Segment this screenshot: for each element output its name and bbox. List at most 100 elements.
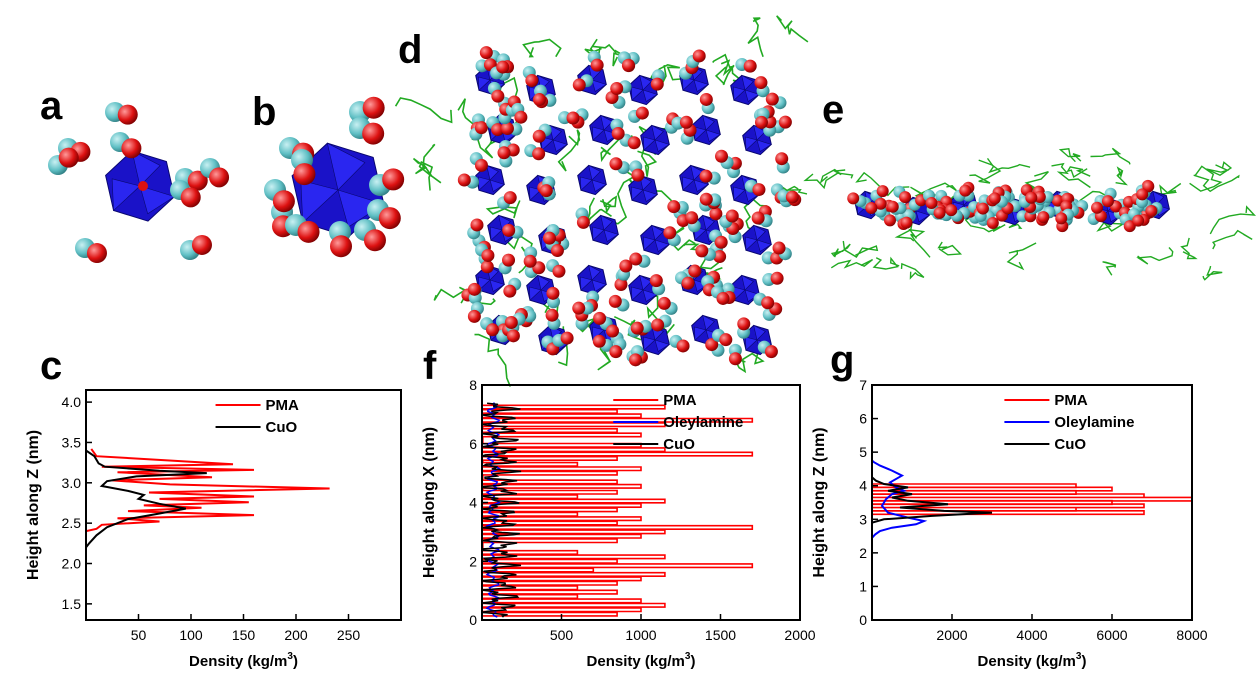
ligand-chain — [1090, 147, 1131, 165]
o-atom — [272, 190, 295, 213]
x-tick-label: 200 — [284, 627, 308, 643]
o-atom — [560, 331, 574, 345]
o-atom — [572, 301, 586, 315]
o-atom — [743, 59, 757, 73]
series-pma-line — [872, 483, 1192, 516]
o-atom — [523, 254, 537, 268]
polyhedron-face — [489, 179, 506, 193]
o-atom — [737, 317, 751, 331]
ligand-chain — [986, 157, 1031, 174]
panel-label-f: f — [423, 344, 437, 388]
o-atom — [778, 115, 792, 129]
o-atom — [1101, 195, 1114, 208]
o-atom — [650, 77, 664, 91]
polyhedron-face — [139, 185, 176, 215]
o-atom — [933, 206, 946, 219]
o-atom — [1136, 188, 1149, 201]
x-tick-label: 8000 — [1176, 627, 1207, 643]
o-atom — [785, 190, 799, 204]
x-tick-label: 1500 — [705, 627, 736, 643]
o-atom — [714, 235, 728, 249]
o-atom — [619, 259, 633, 273]
o-atom — [847, 192, 860, 205]
polyhedron-face — [603, 129, 620, 143]
y-axis-label: Height along Z (nm) — [811, 427, 828, 577]
o-atom — [1037, 211, 1050, 224]
ligand-chain — [584, 197, 612, 226]
polyhedron-face — [744, 89, 761, 103]
o-atom — [474, 158, 488, 172]
polyhedron-face — [651, 224, 664, 241]
y-tick-label: 1.5 — [62, 596, 82, 612]
o-atom — [606, 324, 620, 338]
o-atom — [976, 202, 989, 215]
molecule-a-structure — [48, 102, 230, 264]
polyhedron-face — [588, 164, 601, 181]
o-atom — [629, 353, 643, 367]
polyhedron-face — [741, 274, 754, 291]
o-atom — [209, 167, 230, 188]
polyhedron-face — [478, 276, 491, 291]
o-atom — [457, 173, 471, 187]
polyhedron-face — [592, 226, 605, 241]
polyhedron-face — [131, 150, 161, 187]
o-atom — [593, 311, 607, 325]
polyhedron-face — [694, 326, 707, 341]
y-tick-label: 6 — [859, 411, 867, 427]
o-atom — [621, 58, 635, 72]
o-atom — [479, 46, 493, 60]
ligand-chain — [1051, 162, 1091, 189]
o-atom — [699, 169, 713, 183]
polyhedron-face — [682, 176, 695, 191]
polyhedron-face — [591, 79, 608, 93]
o-atom — [688, 264, 702, 278]
o-atom — [500, 121, 514, 135]
simulation-slab-e — [782, 147, 1257, 281]
o-atom — [545, 308, 559, 322]
y-tick-label: 1 — [859, 578, 867, 594]
polyhedron-face — [702, 214, 715, 231]
ligand-chain — [1159, 182, 1182, 195]
x-tick-label: 2000 — [936, 627, 967, 643]
o-atom — [86, 243, 107, 264]
polyhedron-face — [654, 339, 671, 353]
o-atom — [728, 352, 742, 366]
panel-label-a: a — [40, 84, 63, 128]
o-atom — [657, 296, 671, 310]
o-atom — [117, 104, 138, 125]
polyhedron-face — [741, 74, 754, 91]
o-atom — [667, 200, 681, 214]
o-atom — [874, 197, 887, 210]
ligand-chain — [485, 200, 521, 219]
o-atom — [1091, 201, 1104, 214]
polyhedron-face — [541, 136, 554, 151]
ligand-chain — [872, 256, 900, 270]
o-atom — [959, 184, 972, 197]
o-atom — [649, 274, 663, 288]
x-tick-label: 50 — [131, 627, 147, 643]
legend-label-cuo: CuO — [266, 419, 298, 436]
y-tick-label: 2.0 — [62, 556, 82, 572]
panel-label-g: g — [830, 338, 855, 382]
panel-label-e: e — [822, 88, 845, 132]
x-tick-label: 6000 — [1096, 627, 1127, 643]
o-atom — [883, 214, 896, 227]
ligand-chain — [1193, 174, 1240, 193]
o-atom — [886, 200, 899, 213]
polyhedron-face — [552, 139, 569, 153]
ligand-chain — [900, 262, 925, 280]
polyhedron-face — [486, 164, 499, 181]
y-tick-label: 0 — [469, 612, 477, 628]
polyhedron-face — [631, 286, 644, 301]
o-atom — [550, 244, 564, 258]
y-tick-label: 2.5 — [62, 515, 82, 531]
ligand-chain — [714, 59, 735, 86]
o-atom — [572, 78, 586, 92]
polyhedron-face — [591, 279, 608, 293]
polyhedron-face — [529, 286, 542, 301]
ligand-chain — [394, 97, 453, 124]
ligand-chain — [592, 43, 627, 67]
o-atom — [719, 333, 733, 347]
y-tick-label: 3.0 — [62, 475, 82, 491]
